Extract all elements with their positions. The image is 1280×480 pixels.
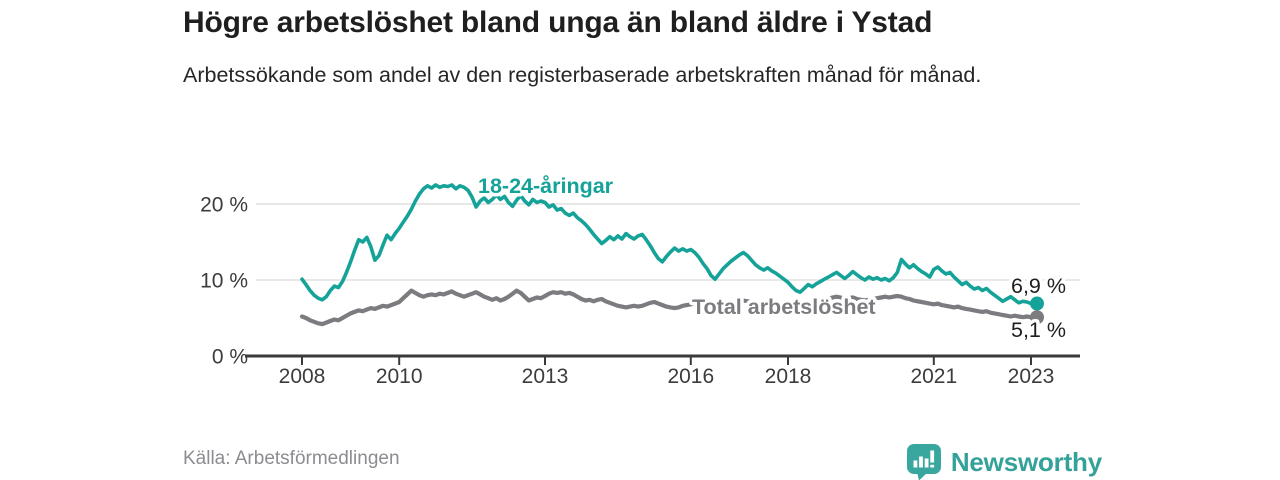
x-axis [245, 354, 1080, 365]
series-label-total: Total arbetslöshet [692, 295, 876, 319]
chart-subtitle: Arbetssökande som andel av den registerb… [183, 63, 982, 87]
axis-labels: 0 % 10 % 20 % 2008 2010 2013 2016 2018 2021 2023 [200, 194, 1054, 389]
series-line-total [299, 288, 1034, 327]
y-tick-label-0: 0 % [212, 346, 248, 369]
series-line-young [300, 183, 1033, 306]
series-end-dot-total [1030, 310, 1044, 325]
y-tick-label-20: 20 % [200, 194, 248, 217]
series-label-young: 18-24-åringar [478, 174, 614, 198]
end-value-label-total: 5,1 % [1011, 318, 1066, 342]
series-lines [299, 183, 1044, 327]
x-tick-label-2023: 2023 [1008, 365, 1055, 388]
series-end-dot-young [1030, 296, 1044, 311]
newsworthy-logo-text: Newsworthy [950, 446, 1102, 477]
newsworthy-bubble-chart-icon [906, 444, 941, 480]
x-tick-label-2008: 2008 [279, 365, 326, 388]
x-tick-label-2010: 2010 [376, 365, 423, 388]
gridlines [256, 203, 1080, 281]
x-tick-label-2016: 2016 [667, 365, 714, 388]
x-tick-label-2018: 2018 [765, 365, 812, 388]
newsworthy-logo: Newsworthy [906, 443, 1102, 480]
source-attribution: Källa: Arbetsförmedlingen [183, 448, 400, 469]
x-tick-label-2021: 2021 [910, 365, 957, 388]
end-value-label-young: 6,9 % [1011, 274, 1066, 298]
x-tick-label-2013: 2013 [522, 365, 569, 388]
y-tick-label-10: 10 % [200, 270, 248, 293]
chart-title: Högre arbetslöshet bland unga än bland ä… [183, 6, 933, 39]
